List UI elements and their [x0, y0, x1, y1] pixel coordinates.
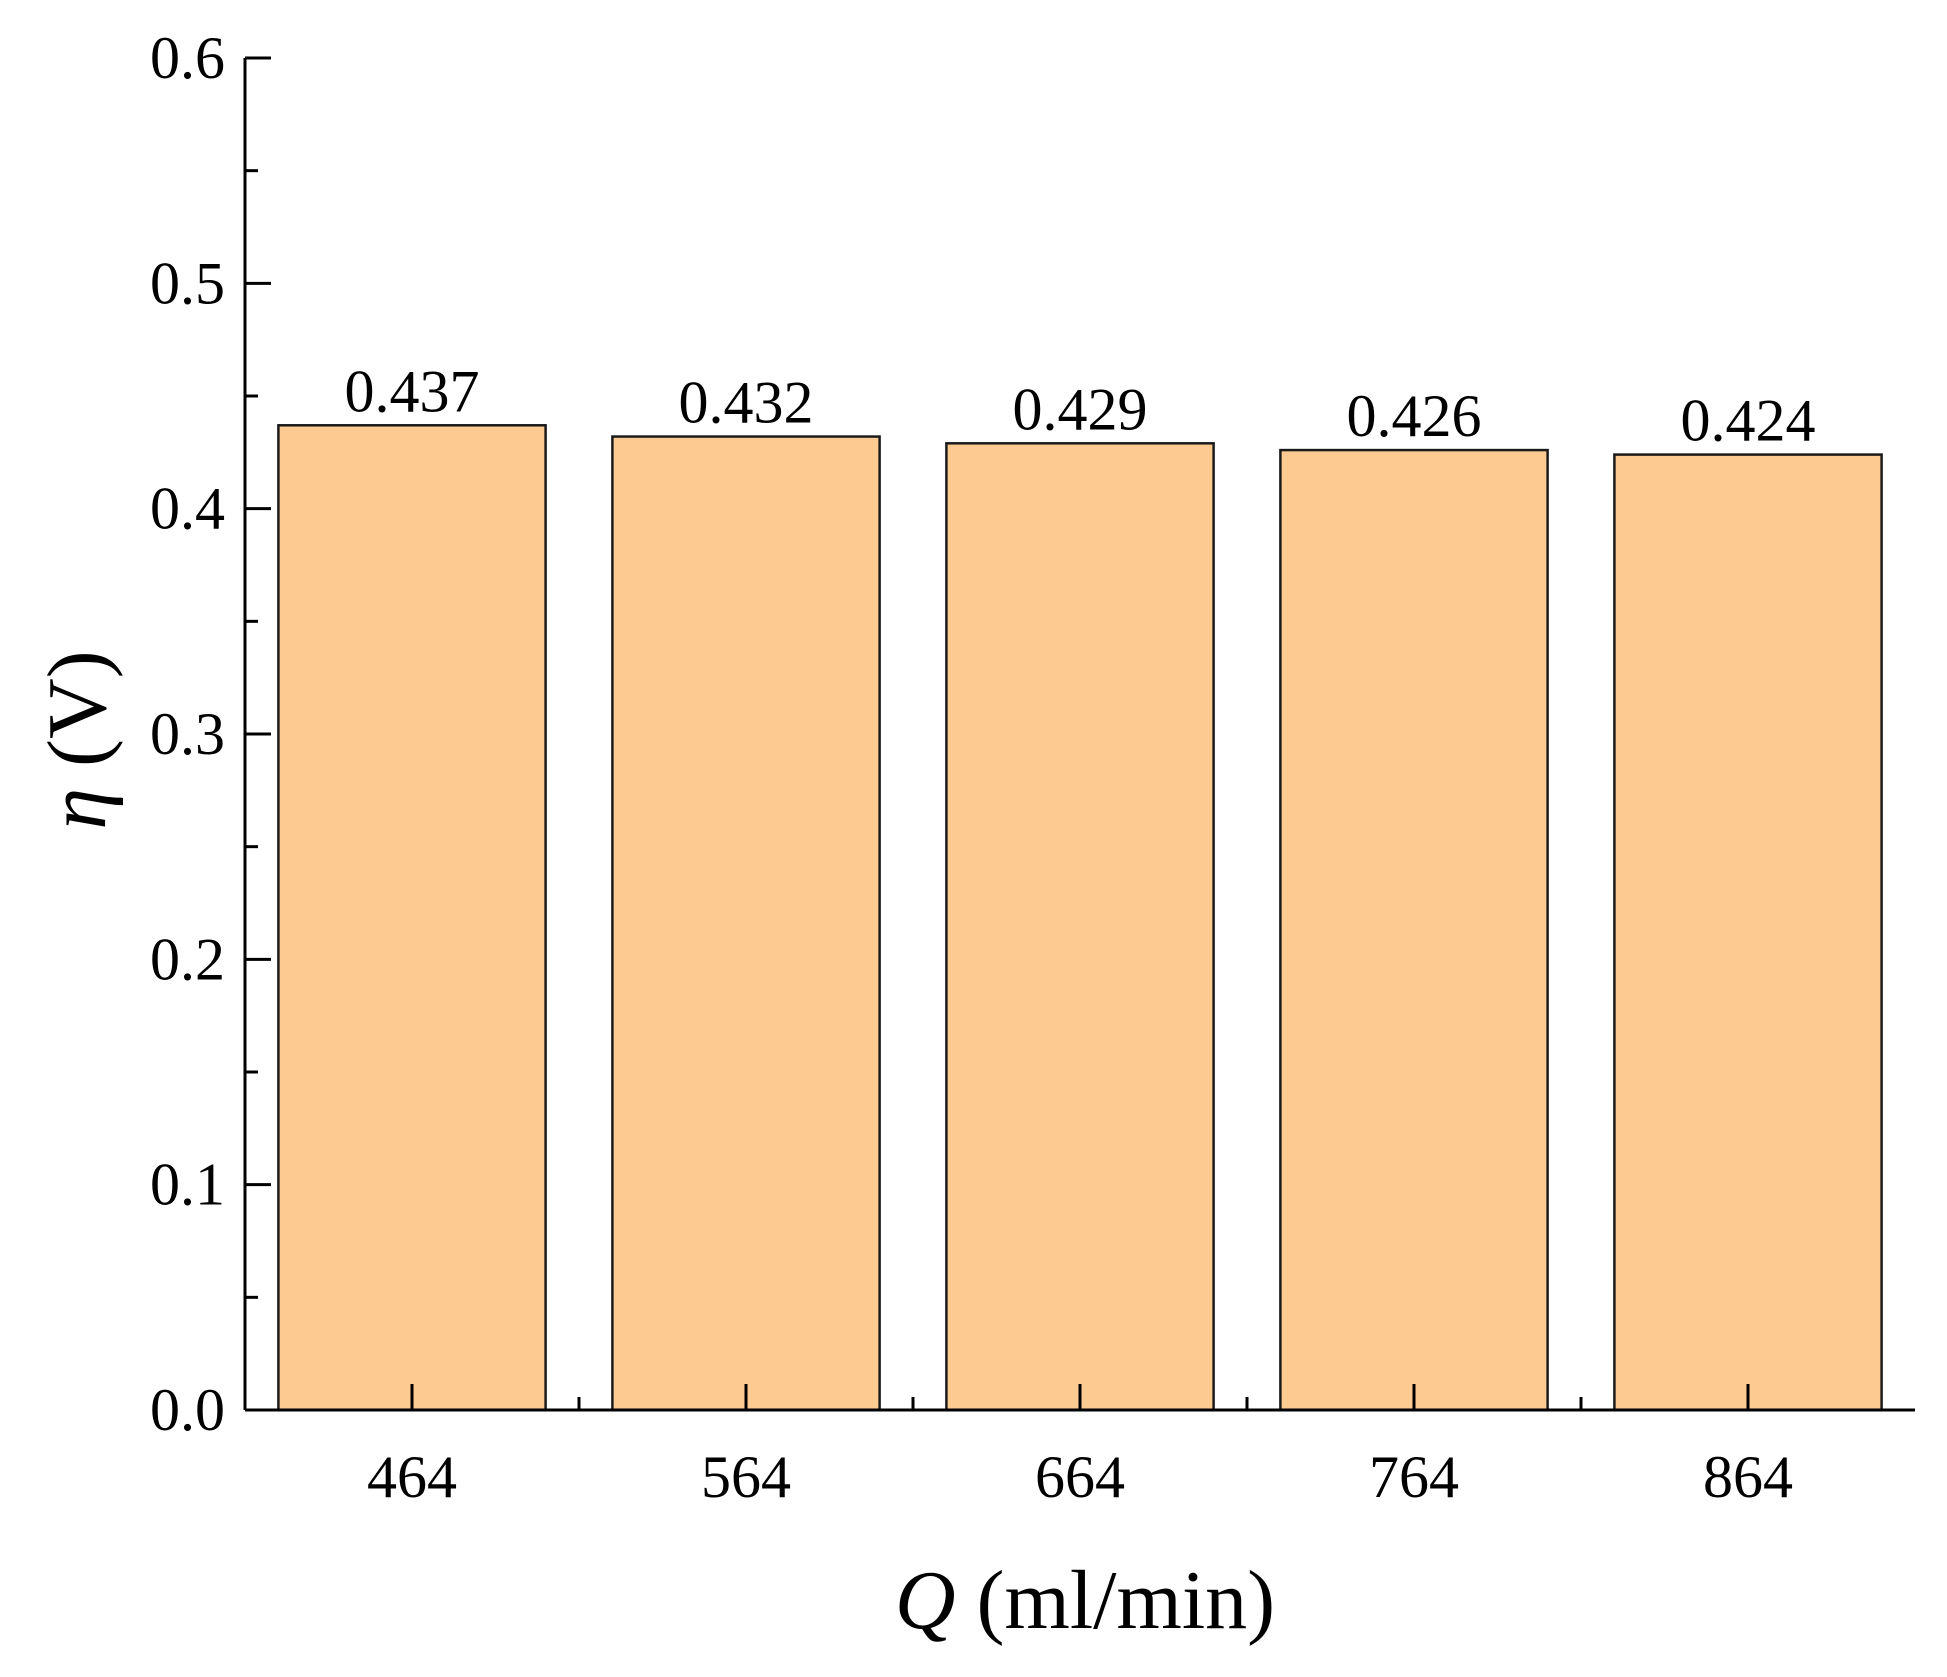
y-axis-title: η (V) [31, 650, 124, 829]
bar-764 [1279, 448, 1549, 1412]
value-labels-group: 0.437 0.432 0.429 0.426 0.424 [345, 358, 1816, 453]
bars-group [277, 424, 1883, 1412]
x-axis-title: Q (ml/min) [895, 1554, 1275, 1647]
y-axis-unit: (V) [31, 650, 124, 788]
x-tick-label-864: 864 [1703, 1444, 1793, 1510]
bar-564 [611, 435, 881, 1412]
value-label-464: 0.437 [345, 358, 480, 424]
x-tick-label-464: 464 [367, 1444, 457, 1510]
value-label-764: 0.426 [1347, 383, 1482, 449]
y-tick-label: 0.5 [150, 250, 225, 316]
x-tick-label-564: 564 [701, 1444, 791, 1510]
y-tick-label: 0.0 [150, 1377, 225, 1443]
y-tick-label: 0.1 [150, 1152, 225, 1218]
x-axis: 464 564 664 764 864 [245, 1384, 1915, 1510]
x-axis-unit: (ml/min) [956, 1554, 1276, 1647]
y-tick-label: 0.2 [150, 926, 225, 992]
y-tick-label: 0.3 [150, 701, 225, 767]
value-label-864: 0.424 [1681, 388, 1816, 454]
bar-664 [945, 442, 1215, 1412]
y-tick-label: 0.6 [150, 25, 225, 91]
x-axis-symbol: Q [895, 1554, 956, 1647]
y-axis: 0.0 0.1 0.2 0.3 0.4 0.5 0.6 [150, 25, 271, 1443]
y-tick-label: 0.4 [150, 476, 225, 542]
value-label-564: 0.432 [679, 370, 814, 436]
y-axis-symbol: η [31, 788, 124, 830]
value-label-664: 0.429 [1013, 376, 1148, 442]
x-tick-label-764: 764 [1369, 1444, 1459, 1510]
x-tick-label-664: 664 [1035, 1444, 1125, 1510]
bar-864 [1613, 453, 1883, 1412]
bar-464 [277, 424, 547, 1412]
